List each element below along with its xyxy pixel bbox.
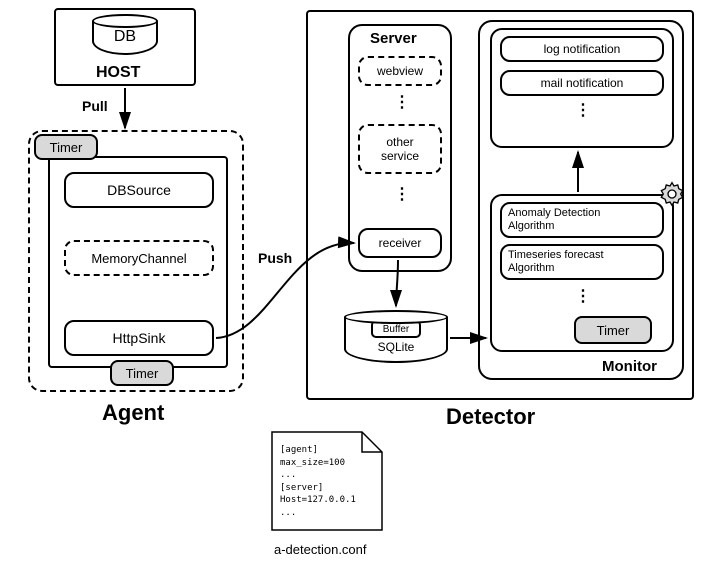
agent-timer-bottom: Timer <box>110 360 174 386</box>
detector-title: Detector <box>446 404 535 430</box>
sqlite-label: SQLite <box>378 340 415 354</box>
algo-dots: ⋮ <box>575 286 591 306</box>
host-label: HOST <box>96 64 140 82</box>
push-label: Push <box>258 250 292 266</box>
agent-timer-top: Timer <box>34 134 98 160</box>
forecast-box: Timeseries forecast Algorithm <box>500 244 664 280</box>
pull-label: Pull <box>82 98 108 114</box>
lognotif-box: log notification <box>500 36 664 62</box>
conf-text: [agent] max_size=100 ... [server] Host=1… <box>280 444 376 520</box>
memorychannel-box: MemoryChannel <box>64 240 214 276</box>
agent-title: Agent <box>102 400 164 426</box>
webview-box: webview <box>358 56 442 86</box>
sqlite-cylinder: Buffer SQLite <box>344 310 448 363</box>
mailnotif-box: mail notification <box>500 70 664 96</box>
anomaly-box: Anomaly Detection Algorithm <box>500 202 664 238</box>
db-cylinder: DB <box>92 14 158 55</box>
server-dots: ⋮ <box>394 184 410 204</box>
server-dots2: ⋮ <box>394 92 410 112</box>
receiver-box: receiver <box>358 228 442 258</box>
conf-file: [agent] max_size=100 ... [server] Host=1… <box>262 430 390 536</box>
db-label: DB <box>114 28 136 46</box>
conf-filename: a-detection.conf <box>274 542 367 557</box>
notif-dots: ⋮ <box>575 100 591 120</box>
monitor-title: Monitor <box>602 358 657 375</box>
httpsink-box: HttpSink <box>64 320 214 356</box>
server-title: Server <box>370 30 417 47</box>
monitor-timer: Timer <box>574 316 652 344</box>
dbsource-box: DBSource <box>64 172 214 208</box>
otherservice-box: other service <box>358 124 442 174</box>
